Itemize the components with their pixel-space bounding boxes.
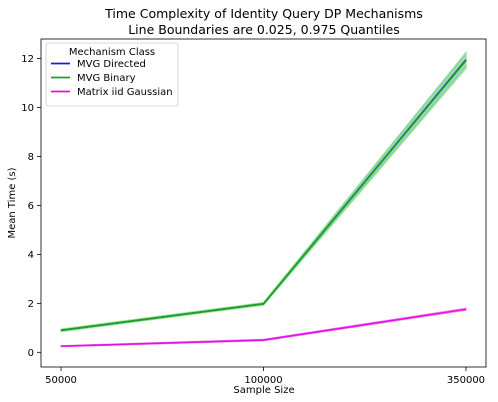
y-tick-label: 12 <box>21 54 34 65</box>
x-axis: 50000 100000 350000 <box>45 367 485 386</box>
series-line <box>60 60 467 332</box>
legend-label: MVG Binary <box>77 73 136 84</box>
plot-area <box>60 50 467 348</box>
legend-label: MVG Directed <box>77 59 146 70</box>
y-tick-label: 10 <box>21 103 34 114</box>
x-axis-label: Sample Size <box>233 385 294 396</box>
x-tick-label: 50000 <box>45 375 77 386</box>
confidence-band <box>60 307 467 348</box>
y-tick-label: 6 <box>28 201 34 212</box>
chart-title: Time Complexity of Identity Query DP Mec… <box>104 6 423 21</box>
y-tick-label: 0 <box>28 348 34 359</box>
chart-subtitle: Line Boundaries are 0.025, 0.975 Quantil… <box>128 22 400 37</box>
x-tick-label: 350000 <box>447 375 485 386</box>
y-axis-label: Mean Time (s) <box>7 167 18 238</box>
legend-label: Matrix iid Gaussian <box>77 87 173 98</box>
legend-entries: MVG Directed MVG Binary Matrix iid Gaussia… <box>51 59 173 98</box>
y-axis: 0 2 4 6 8 10 12 <box>21 54 41 359</box>
y-tick-label: 4 <box>28 250 34 261</box>
y-tick-label: 2 <box>28 299 34 310</box>
legend: Mechanism Class MVG Directed MVG Binary Ma… <box>45 42 179 107</box>
x-tick-label: 100000 <box>244 375 282 386</box>
legend-title: Mechanism Class <box>69 47 155 58</box>
legend-box <box>45 42 179 107</box>
series-line <box>61 308 467 347</box>
y-tick-label: 8 <box>28 152 34 163</box>
